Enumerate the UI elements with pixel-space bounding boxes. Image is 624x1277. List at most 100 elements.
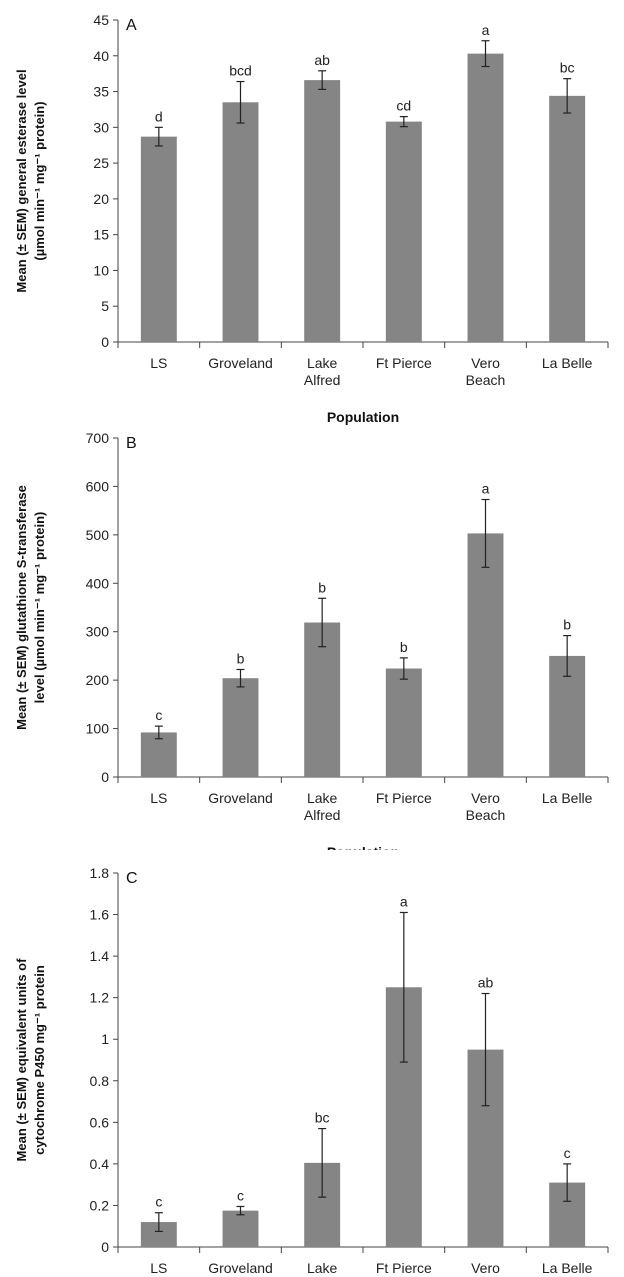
error-bar — [154, 126, 163, 147]
y-tick-label: 600 — [86, 478, 110, 494]
x-category-label: LS — [150, 1260, 167, 1276]
significance-letter: c — [155, 1194, 162, 1210]
x-category-label: Groveland — [208, 790, 273, 806]
x-category-label: La Belle — [542, 1260, 593, 1276]
chart-panel-b: 0 100 200 300 400 500 600 700 c LS b Groveland b Lake… — [0, 425, 624, 850]
y-tick-label: 0.4 — [90, 1156, 110, 1172]
y-tick-label: 400 — [86, 575, 110, 591]
error-bar — [154, 1212, 163, 1233]
error-bar — [399, 911, 408, 1063]
x-category-label: LS — [150, 355, 167, 371]
error-bar — [563, 78, 572, 114]
y-tick-label: 1 — [101, 1031, 109, 1047]
chart-panel-c: 0 0.2 0.4 0.6 0.8 1 1.2 1.4 1.6 1.8 c LS c Groveland b… — [0, 850, 624, 1277]
y-tick-label: 100 — [86, 721, 110, 737]
y-tick-label: 0 — [101, 1239, 109, 1255]
error-bar — [318, 597, 327, 648]
y-tick-label: 40 — [93, 48, 109, 64]
y-tick-label: 700 — [86, 430, 110, 446]
bar-5 — [549, 95, 586, 342]
y-tick-label: 200 — [86, 672, 110, 688]
error-bar — [236, 1205, 245, 1216]
significance-letter: bcd — [229, 63, 252, 79]
y-tick-label: 5 — [101, 298, 109, 314]
y-tick-label: 0 — [101, 769, 109, 785]
y-tick-label: 25 — [93, 155, 109, 171]
y-tick-label: 1.8 — [90, 865, 110, 881]
panel-label: A — [126, 17, 137, 34]
error-bar — [399, 657, 408, 680]
panel-label: B — [126, 435, 137, 452]
x-category-label: La Belle — [542, 355, 593, 371]
chart-b-svg: 0 100 200 300 400 500 600 700 c LS b Groveland b Lake… — [14, 430, 609, 850]
y-tick-label: 10 — [93, 262, 109, 278]
y-tick-label: 1.4 — [90, 948, 110, 964]
x-category-label: Ft Pierce — [376, 355, 432, 371]
y-tick-label: 35 — [93, 84, 109, 100]
error-bar — [481, 498, 490, 568]
x-category-label: Ft Pierce — [376, 1260, 432, 1276]
error-bar — [154, 725, 163, 740]
significance-letter: ab — [314, 52, 330, 68]
y-tick-label: 20 — [93, 191, 109, 207]
error-bar — [236, 668, 245, 688]
significance-letter: a — [482, 481, 490, 497]
panel-label: C — [126, 870, 138, 887]
significance-letter: cd — [396, 98, 411, 114]
y-tick-label: 0.2 — [90, 1197, 110, 1213]
error-bar — [318, 1127, 327, 1198]
error-bar — [563, 634, 572, 677]
significance-letter: a — [482, 22, 490, 38]
significance-letter: c — [564, 1145, 571, 1161]
y-axis-title: Mean (± SEM) equivalent units of cytochro… — [14, 958, 47, 1162]
y-tick-label: 0 — [101, 334, 109, 350]
x-category-label: Groveland — [208, 355, 273, 371]
bar-1 — [222, 1210, 259, 1247]
bar-4 — [467, 533, 504, 777]
error-bar — [481, 992, 490, 1107]
bar-2 — [304, 80, 341, 343]
significance-letter: bc — [560, 60, 575, 76]
error-bar — [563, 1163, 572, 1202]
chart-c-svg: 0 0.2 0.4 0.6 0.8 1 1.2 1.4 1.6 1.8 c LS c Groveland b… — [14, 865, 609, 1277]
significance-letter: ab — [478, 975, 494, 991]
y-tick-label: 0.8 — [90, 1073, 110, 1089]
x-category-label: La Belle — [542, 790, 593, 806]
bar-1 — [222, 678, 259, 777]
chart-a-svg: 0 5 10 15 20 25 30 35 40 45 d LS bcd Groveland ab Lake A… — [14, 12, 609, 425]
bar-4 — [467, 53, 504, 343]
y-axis-title: Mean (± SEM) general esterase level (µmol… — [14, 69, 47, 292]
significance-letter: b — [400, 639, 408, 655]
bar-3 — [385, 121, 422, 342]
significance-letter: a — [400, 893, 408, 909]
y-tick-label: 1.2 — [90, 990, 110, 1006]
y-tick-label: 15 — [93, 227, 109, 243]
y-tick-label: 30 — [93, 119, 109, 135]
bar-2 — [304, 622, 341, 777]
significance-letter: d — [155, 108, 163, 124]
x-category-label: LS — [150, 790, 167, 806]
significance-letter: b — [237, 650, 245, 666]
x-axis-title: Population — [327, 844, 399, 850]
bar-0 — [140, 732, 177, 777]
bar-3 — [385, 668, 422, 777]
significance-letter: c — [155, 707, 162, 723]
significance-letter: b — [563, 617, 571, 633]
bar-0 — [140, 136, 177, 342]
error-bar — [318, 70, 327, 91]
y-tick-label: 300 — [86, 624, 110, 640]
significance-letter: b — [318, 579, 326, 595]
y-axis-title: Mean (± SEM) glutathione S-transferase le… — [14, 485, 47, 730]
x-category-label: Groveland — [208, 1260, 273, 1276]
error-bar — [481, 40, 490, 68]
significance-letter: bc — [315, 1110, 330, 1126]
x-category-label: Ft Pierce — [376, 790, 432, 806]
error-bar — [399, 115, 408, 128]
significance-letter: c — [237, 1187, 244, 1203]
y-tick-label: 500 — [86, 527, 110, 543]
x-axis-title: Population — [327, 409, 399, 425]
